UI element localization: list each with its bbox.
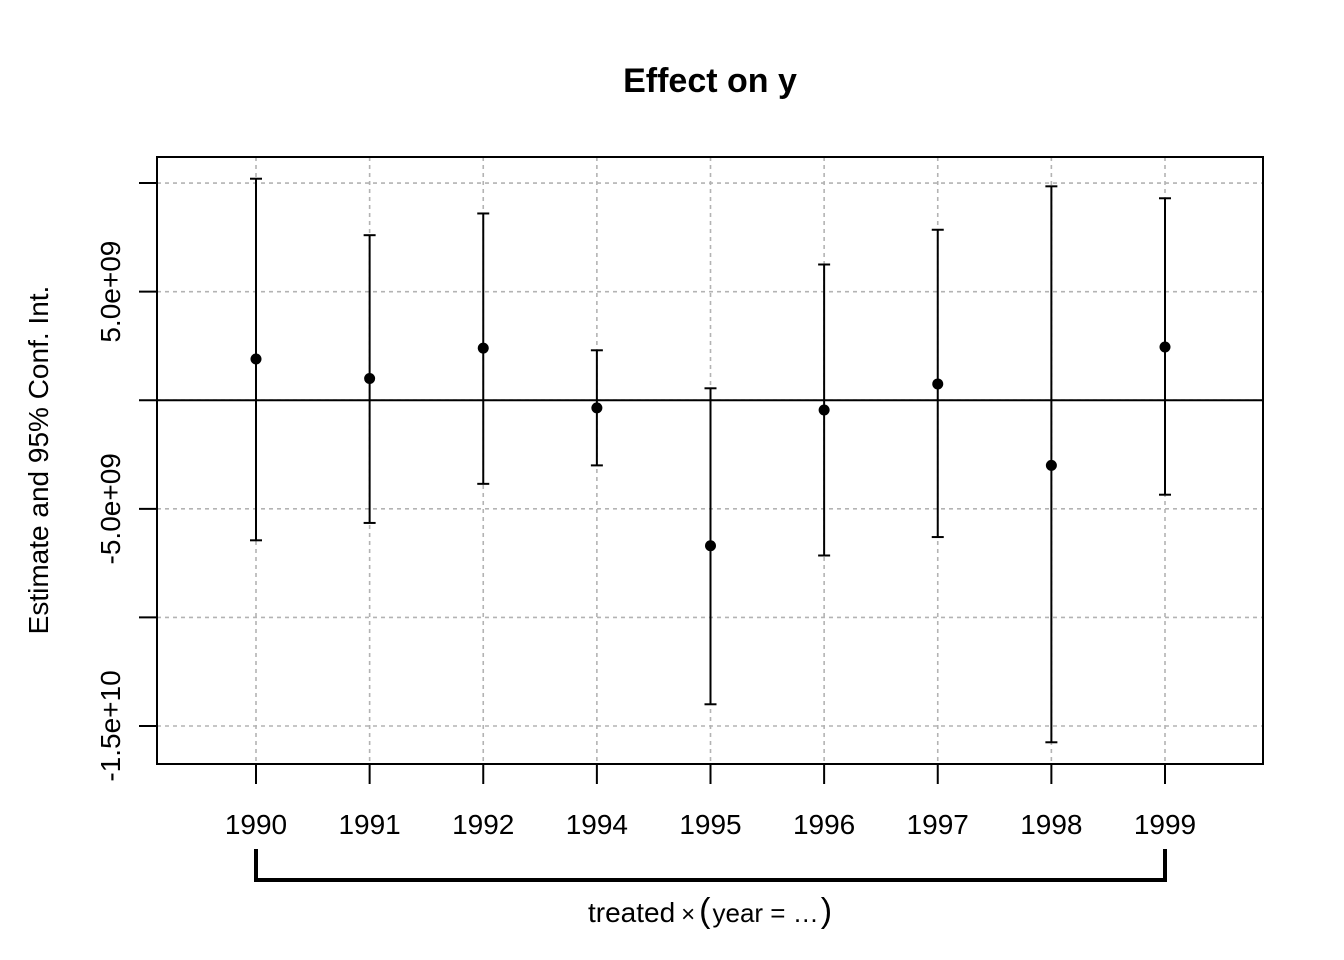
chart-title: Effect on y xyxy=(623,62,797,100)
x-axis-title: treated × (year = …) xyxy=(588,892,832,930)
x-tick-label-1992: 1992 xyxy=(452,809,514,840)
y-axis-title: Estimate and 95% Conf. Int. xyxy=(23,286,54,635)
estimate-point-1991 xyxy=(364,373,376,385)
x-axis: 1990 1991 1992 1994 1995 1996 1997 1998 1999 xyxy=(225,764,1196,840)
x-title-treated: treated xyxy=(588,897,675,928)
x-tick-label-1999: 1999 xyxy=(1134,809,1196,840)
x-tick-label-1998: 1998 xyxy=(1020,809,1082,840)
x-title-close-paren: ) xyxy=(821,892,832,930)
x-tick-label-1994: 1994 xyxy=(566,809,628,840)
x-group-bracket xyxy=(254,849,1167,882)
y-tick-label: -1.5e+10 xyxy=(95,670,126,781)
x-tick-label-1990: 1990 xyxy=(225,809,287,840)
estimate-point-1999 xyxy=(1159,341,1171,353)
x-tick-label-1997: 1997 xyxy=(907,809,969,840)
y-tick-label: -5.0e+09 xyxy=(95,453,126,564)
estimate-point-1996 xyxy=(818,404,830,416)
x-tick-label-1995: 1995 xyxy=(679,809,741,840)
y-tick-label: 5.0e+09 xyxy=(95,241,126,343)
y-axis: -1.5e+10 -5.0e+09 5.0e+09 xyxy=(95,182,157,782)
x-title-times: × xyxy=(681,901,695,928)
x-tick-label-1991: 1991 xyxy=(338,809,400,840)
estimate-point-1995 xyxy=(705,540,716,552)
data-marks xyxy=(250,177,1171,744)
x-title-open-paren: ( xyxy=(699,892,711,930)
x-tick-label-1996: 1996 xyxy=(793,809,855,840)
estimate-point-1990 xyxy=(250,353,262,365)
estimate-point-1992 xyxy=(477,342,489,354)
x-title-inner: year = … xyxy=(712,898,818,928)
estimate-point-1997 xyxy=(932,378,944,390)
estimate-point-1994 xyxy=(591,402,603,414)
estimate-point-1998 xyxy=(1045,459,1057,471)
